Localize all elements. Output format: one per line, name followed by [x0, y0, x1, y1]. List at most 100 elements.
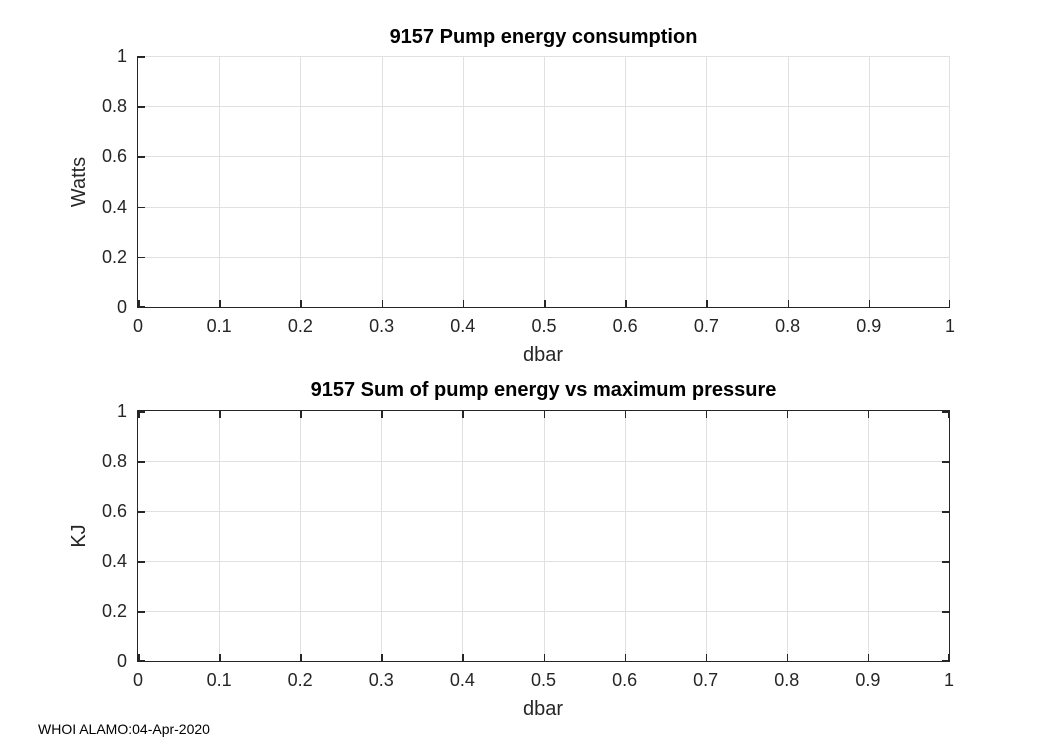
- x-axis-tick: [219, 300, 221, 307]
- gridline: [381, 56, 383, 307]
- y-axis-tick: [138, 561, 145, 563]
- y-axis-tick: [138, 411, 145, 413]
- gridline: [706, 56, 708, 307]
- gridline: [138, 461, 949, 462]
- y-tick-label: 0.6: [101, 501, 127, 521]
- y-axis-tick: [138, 659, 145, 661]
- x-axis-tick-mirror: [867, 411, 870, 418]
- gridline: [300, 56, 302, 307]
- x-axis-tick: [787, 300, 790, 307]
- x-axis-tick: [138, 300, 140, 307]
- gridline: [787, 56, 789, 307]
- gridline: [462, 411, 464, 661]
- gridline: [138, 206, 950, 208]
- y-axis-tick: [138, 611, 145, 613]
- y-tick-label: 1: [116, 46, 127, 66]
- x-tick-label: 0.6: [612, 670, 638, 690]
- x-axis-tick-mirror: [786, 411, 789, 418]
- y-axis-tick: [138, 305, 145, 307]
- x-axis-tick-mirror: [705, 411, 708, 418]
- x-axis-label: dbar: [522, 698, 564, 720]
- gridline: [462, 56, 464, 307]
- y-axis-tick-mirror: [942, 411, 949, 413]
- plot-area: 0 0.1 0.2 0.3 0.4 0.5 0.6 0.7 0.8 0.9 1 0 0.2 0.4 0.6 0…: [102, 402, 954, 689]
- gridline: [625, 56, 627, 307]
- x-tick-label: 0.5: [530, 670, 557, 690]
- gridline: [138, 56, 950, 57]
- x-axis-tick: [462, 654, 464, 661]
- x-tick-label: 0.5: [531, 316, 557, 336]
- x-axis-label: dbar: [522, 344, 564, 366]
- x-axis-tick: [462, 300, 465, 307]
- x-axis-tick: [624, 654, 627, 661]
- gridline: [219, 411, 221, 661]
- x-axis-tick: [543, 654, 545, 661]
- x-tick-label: 0.8: [774, 670, 800, 690]
- x-axis-tick: [381, 300, 384, 307]
- chart-title: 9157 Pump energy consumption: [389, 26, 698, 48]
- gridline: [949, 56, 950, 307]
- gridline: [219, 56, 221, 307]
- gridline: [138, 156, 950, 158]
- figure-footer-text: WHOI ALAMO:04-Apr-2020: [38, 721, 210, 737]
- gridline: [705, 411, 707, 661]
- x-axis-tick-mirror: [947, 411, 949, 418]
- x-axis-tick: [786, 654, 789, 661]
- x-axis-tick: [138, 654, 140, 661]
- x-tick-label: 0: [132, 316, 144, 336]
- y-axis-tick: [138, 156, 145, 158]
- x-tick-label: 0.4: [449, 670, 475, 690]
- gridline: [543, 411, 545, 661]
- x-axis-tick: [947, 654, 949, 661]
- x-axis-tick: [381, 654, 383, 661]
- y-axis-tick-mirror: [942, 659, 949, 661]
- x-tick-label: 0.1: [206, 316, 232, 336]
- x-axis-tick: [948, 300, 950, 307]
- x-tick-label: 0.7: [693, 670, 719, 690]
- y-tick-label: 0.2: [101, 246, 127, 267]
- x-axis-tick-mirror: [543, 411, 545, 418]
- x-axis-tick-mirror: [219, 411, 221, 418]
- x-axis-tick: [300, 654, 302, 661]
- gridline: [867, 411, 869, 661]
- y-tick-label: 0.4: [101, 196, 127, 217]
- x-axis-tick: [300, 300, 302, 307]
- x-axis-tick-mirror: [381, 411, 383, 418]
- gridline: [786, 411, 788, 661]
- y-tick-label: 0.8: [101, 451, 127, 471]
- x-tick-label: 0.2: [287, 316, 313, 336]
- y-tick-label: 0.4: [101, 551, 127, 571]
- x-axis-tick: [706, 300, 708, 307]
- gridline: [868, 56, 870, 307]
- y-axis-tick-mirror: [942, 611, 949, 613]
- chart-title: 9157 Sum of pump energy vs maximum press…: [310, 379, 777, 401]
- gridline: [624, 411, 626, 661]
- y-tick-label: 0: [116, 651, 127, 671]
- gridline: [381, 411, 383, 661]
- x-axis-tick: [867, 654, 870, 661]
- gridline: [544, 56, 545, 307]
- x-tick-label: 0.9: [855, 670, 881, 690]
- x-tick-label: 0.8: [775, 316, 801, 336]
- y-axis-tick-mirror: [942, 561, 949, 563]
- x-tick-label: 0.3: [369, 316, 395, 336]
- x-tick-label: 0.7: [693, 316, 719, 336]
- x-tick-label: 0.6: [612, 316, 638, 336]
- x-tick-label: 1: [944, 316, 956, 336]
- y-tick-label: 0: [116, 297, 127, 317]
- x-tick-label: 1: [943, 670, 955, 690]
- x-axis-tick-mirror: [462, 411, 464, 418]
- y-tick-label: 0.6: [101, 146, 127, 167]
- gridline: [138, 561, 949, 562]
- x-axis-tick: [219, 654, 221, 661]
- x-tick-label: 0.4: [450, 316, 476, 336]
- x-axis-tick-mirror: [138, 411, 140, 418]
- y-axis-label: Watts: [68, 156, 90, 208]
- y-axis-label: KJ: [68, 524, 90, 548]
- gridline: [138, 106, 950, 108]
- y-axis-tick: [138, 256, 145, 259]
- y-tick-label: 1: [116, 401, 127, 421]
- y-axis-tick-mirror: [942, 511, 949, 513]
- y-axis-tick: [138, 511, 145, 513]
